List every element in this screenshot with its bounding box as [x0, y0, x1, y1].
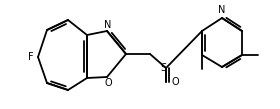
- Text: F: F: [28, 52, 34, 62]
- Text: S: S: [160, 63, 166, 73]
- Text: N: N: [104, 20, 112, 30]
- Text: N: N: [218, 5, 226, 15]
- Text: O: O: [104, 78, 112, 88]
- Text: O: O: [171, 77, 179, 87]
